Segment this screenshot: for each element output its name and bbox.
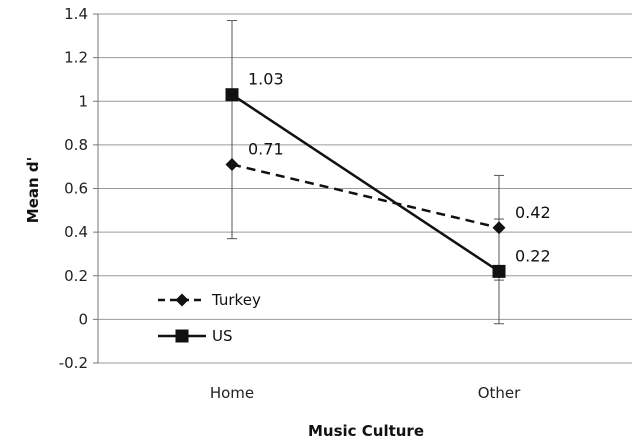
data-point-turkey [225,158,239,172]
legend-marker-turkey [175,293,189,307]
series-line-us [231,93,500,273]
data-point-turkey [492,221,506,235]
y-axis-ticks: -0.2 0 0.2 0.4 0.6 0.8 1 1.2 1.4 [59,5,88,372]
data-label: 1.03 [248,70,284,89]
y-axis-title: Mean d' [24,157,42,223]
data-label: 0.42 [515,203,551,222]
gridlines [93,13,632,364]
y-tick-label: 1.4 [64,5,88,23]
x-tick-label: Other [478,384,521,402]
series-lines [231,93,500,273]
y-tick-label: -0.2 [59,354,88,372]
x-tick-label: Home [210,384,254,402]
x-axis-ticks: Home Other [210,384,521,402]
y-tick-label: 1.2 [64,49,88,67]
series-line-turkey [231,163,500,229]
legend-label-turkey: Turkey [211,291,261,309]
x-axis-title: Music Culture [308,422,424,440]
y-tick-label: 1 [78,92,88,110]
data-labels: 0.71 0.42 1.03 0.22 [248,70,551,266]
y-tick-label: 0.2 [64,267,88,285]
legend-marker-us [175,329,189,343]
y-tick-label: 0.4 [64,223,88,241]
series-markers [225,88,506,278]
y-tick-label: 0.8 [64,136,88,154]
data-point-us [225,88,239,102]
y-tick-label: 0.6 [64,180,88,198]
data-label: 0.22 [515,246,551,265]
data-point-us [492,264,506,278]
y-tick-label: 0 [78,310,88,328]
legend: Turkey US [158,291,261,345]
legend-label-us: US [212,327,233,345]
data-label: 0.71 [248,140,284,159]
